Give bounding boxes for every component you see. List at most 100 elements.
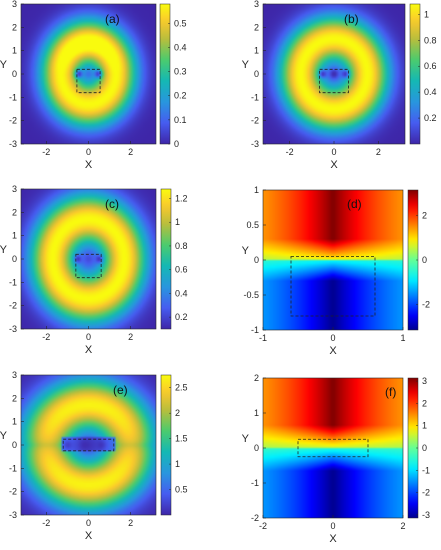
colorbar-tick-label: 0.2 [424,113,437,123]
panel-f: -2 0 2 -2 -1 0 1 2 X Y (f) -3 -2 -1 0 1 2 3 [242,373,430,545]
colorbar-tick-label: 0.1 [174,115,187,125]
colorbar-tick-label: 1 [424,9,429,19]
y-tick-label: 1 [254,46,259,56]
x-tick-label: -2 [42,518,50,528]
panel-c: -2 0 2 -3 -2 -1 0 1 2 3 X Y (c) 0.2 0.4 0.6 0.8 1 1.2 [0,184,188,356]
colorbar [409,3,421,145]
colorbar [160,188,172,330]
heatmap-image [21,375,156,515]
y-axis-label: Y [242,59,250,71]
x-tick-label: 2 [128,518,133,528]
colorbar-tick-label: -3 [422,510,430,520]
panel-d: -1 0 1 -1 -0.5 0 0.5 1 X Y (d) -2 0 2 [242,185,430,357]
colorbar-tick-label: 2 [422,398,427,408]
dashed-region-box [290,256,376,317]
colorbar-tick-label: 0.4 [175,288,188,298]
x-tick-label: -2 [259,521,267,531]
heatmap-image [21,189,156,329]
y-tick-label: -1 [9,463,17,473]
x-axis-label: X [85,159,93,171]
panel-label: (d) [347,197,362,211]
colorbar-tick-label: 0.2 [174,91,187,101]
y-tick-label: 0 [12,440,17,450]
y-tick-label: 0.5 [246,220,259,230]
x-axis-label: X [329,345,337,357]
colorbar [159,3,171,145]
y-axis-label: Y [0,59,8,71]
heatmap-image [263,4,405,144]
y-tick-label: 1 [254,185,259,195]
y-axis-label: Y [0,244,8,256]
colorbar-tick-label: 0.6 [175,265,188,275]
y-tick-label: -1 [251,325,259,335]
colorbar-tick-label: -2 [422,300,430,310]
y-tick-label: -2 [9,301,17,311]
colorbar-tick-label: 0.4 [424,87,437,97]
x-tick-label: 2 [128,147,133,157]
colorbar-tick-label: 0 [422,443,427,453]
y-tick-label: 3 [12,370,17,380]
colorbar-tick-label: 0.5 [175,485,188,495]
y-tick-label: -3 [9,324,17,334]
x-tick-label: 0 [86,147,91,157]
x-axis-label: X [85,344,93,356]
y-tick-label: -2 [9,487,17,497]
colorbar-tick-label: 1.2 [175,193,188,203]
heatmap-image [21,4,156,144]
heatmap-image [263,378,403,518]
y-tick-label: 0 [254,443,259,453]
y-tick-label: 1 [12,417,17,427]
y-axis-label: Y [0,430,8,442]
panel-b: -2 0 2 -3 -2 -1 0 1 2 3 X Y (b) 0.2 0.4 0.6 0.8 1 [242,0,437,171]
x-tick-label: 1 [400,333,405,343]
y-tick-label: -2 [251,116,259,126]
dashed-region-box [319,68,349,94]
y-axis-label: Y [242,433,250,445]
dashed-region-box [75,253,102,279]
y-tick-label: 3 [12,0,17,9]
y-tick-label: 2 [254,22,259,32]
y-tick-label: 2 [254,373,259,383]
y-tick-label: -3 [9,139,17,149]
y-tick-label: -1 [9,277,17,287]
colorbar-tick-label: 0.4 [174,42,187,52]
x-tick-label: 2 [400,521,405,531]
x-tick-label: 0 [331,147,336,157]
colorbar [160,374,172,516]
y-axis-label: Y [242,245,250,257]
panel-label: (b) [344,12,359,26]
colorbar-tick-label: 0.3 [174,67,187,77]
x-axis-label: X [85,530,93,542]
x-tick-label: 0 [330,333,335,343]
y-tick-label: 0 [254,255,259,265]
panel-e: -2 0 2 -3 -2 -1 0 1 2 3 X Y (e) 0.5 1 1.5 2 2.5 [0,370,188,542]
y-tick-label: 1 [254,408,259,418]
y-tick-label: -1 [9,92,17,102]
heatmap-image [263,190,403,330]
x-axis-label: X [330,159,338,171]
y-tick-label: 0 [12,69,17,79]
colorbar-tick-label: 1.5 [175,434,188,444]
panel-a: -2 0 2 -3 -2 -1 0 1 2 3 X Y (a) 0 0.1 0.2 0.3 0.4 0.5 [0,0,187,171]
y-tick-label: -3 [9,510,17,520]
colorbar-tick-label: 1 [175,459,180,469]
colorbar-tick-label: 0.5 [174,18,187,28]
colorbar-tick-label: 1 [422,421,427,431]
y-tick-label: -3 [251,139,259,149]
colorbar-tick-label: 2 [175,408,180,418]
colorbar-tick-label: -2 [422,488,430,498]
panel-label: (a) [105,12,120,26]
y-tick-label: 0 [12,254,17,264]
colorbar-tick-label: 2 [422,210,427,220]
panel-label: (f) [385,385,396,399]
dashed-region-box [62,438,115,452]
panel-label: (e) [113,383,128,397]
y-tick-label: -0.5 [243,290,259,300]
colorbar-tick-label: 0 [174,139,179,149]
y-tick-label: 3 [12,184,17,194]
x-tick-label: 2 [376,147,381,157]
y-tick-label: 2 [12,207,17,217]
y-tick-label: 1 [12,46,17,56]
x-tick-label: 2 [128,332,133,342]
